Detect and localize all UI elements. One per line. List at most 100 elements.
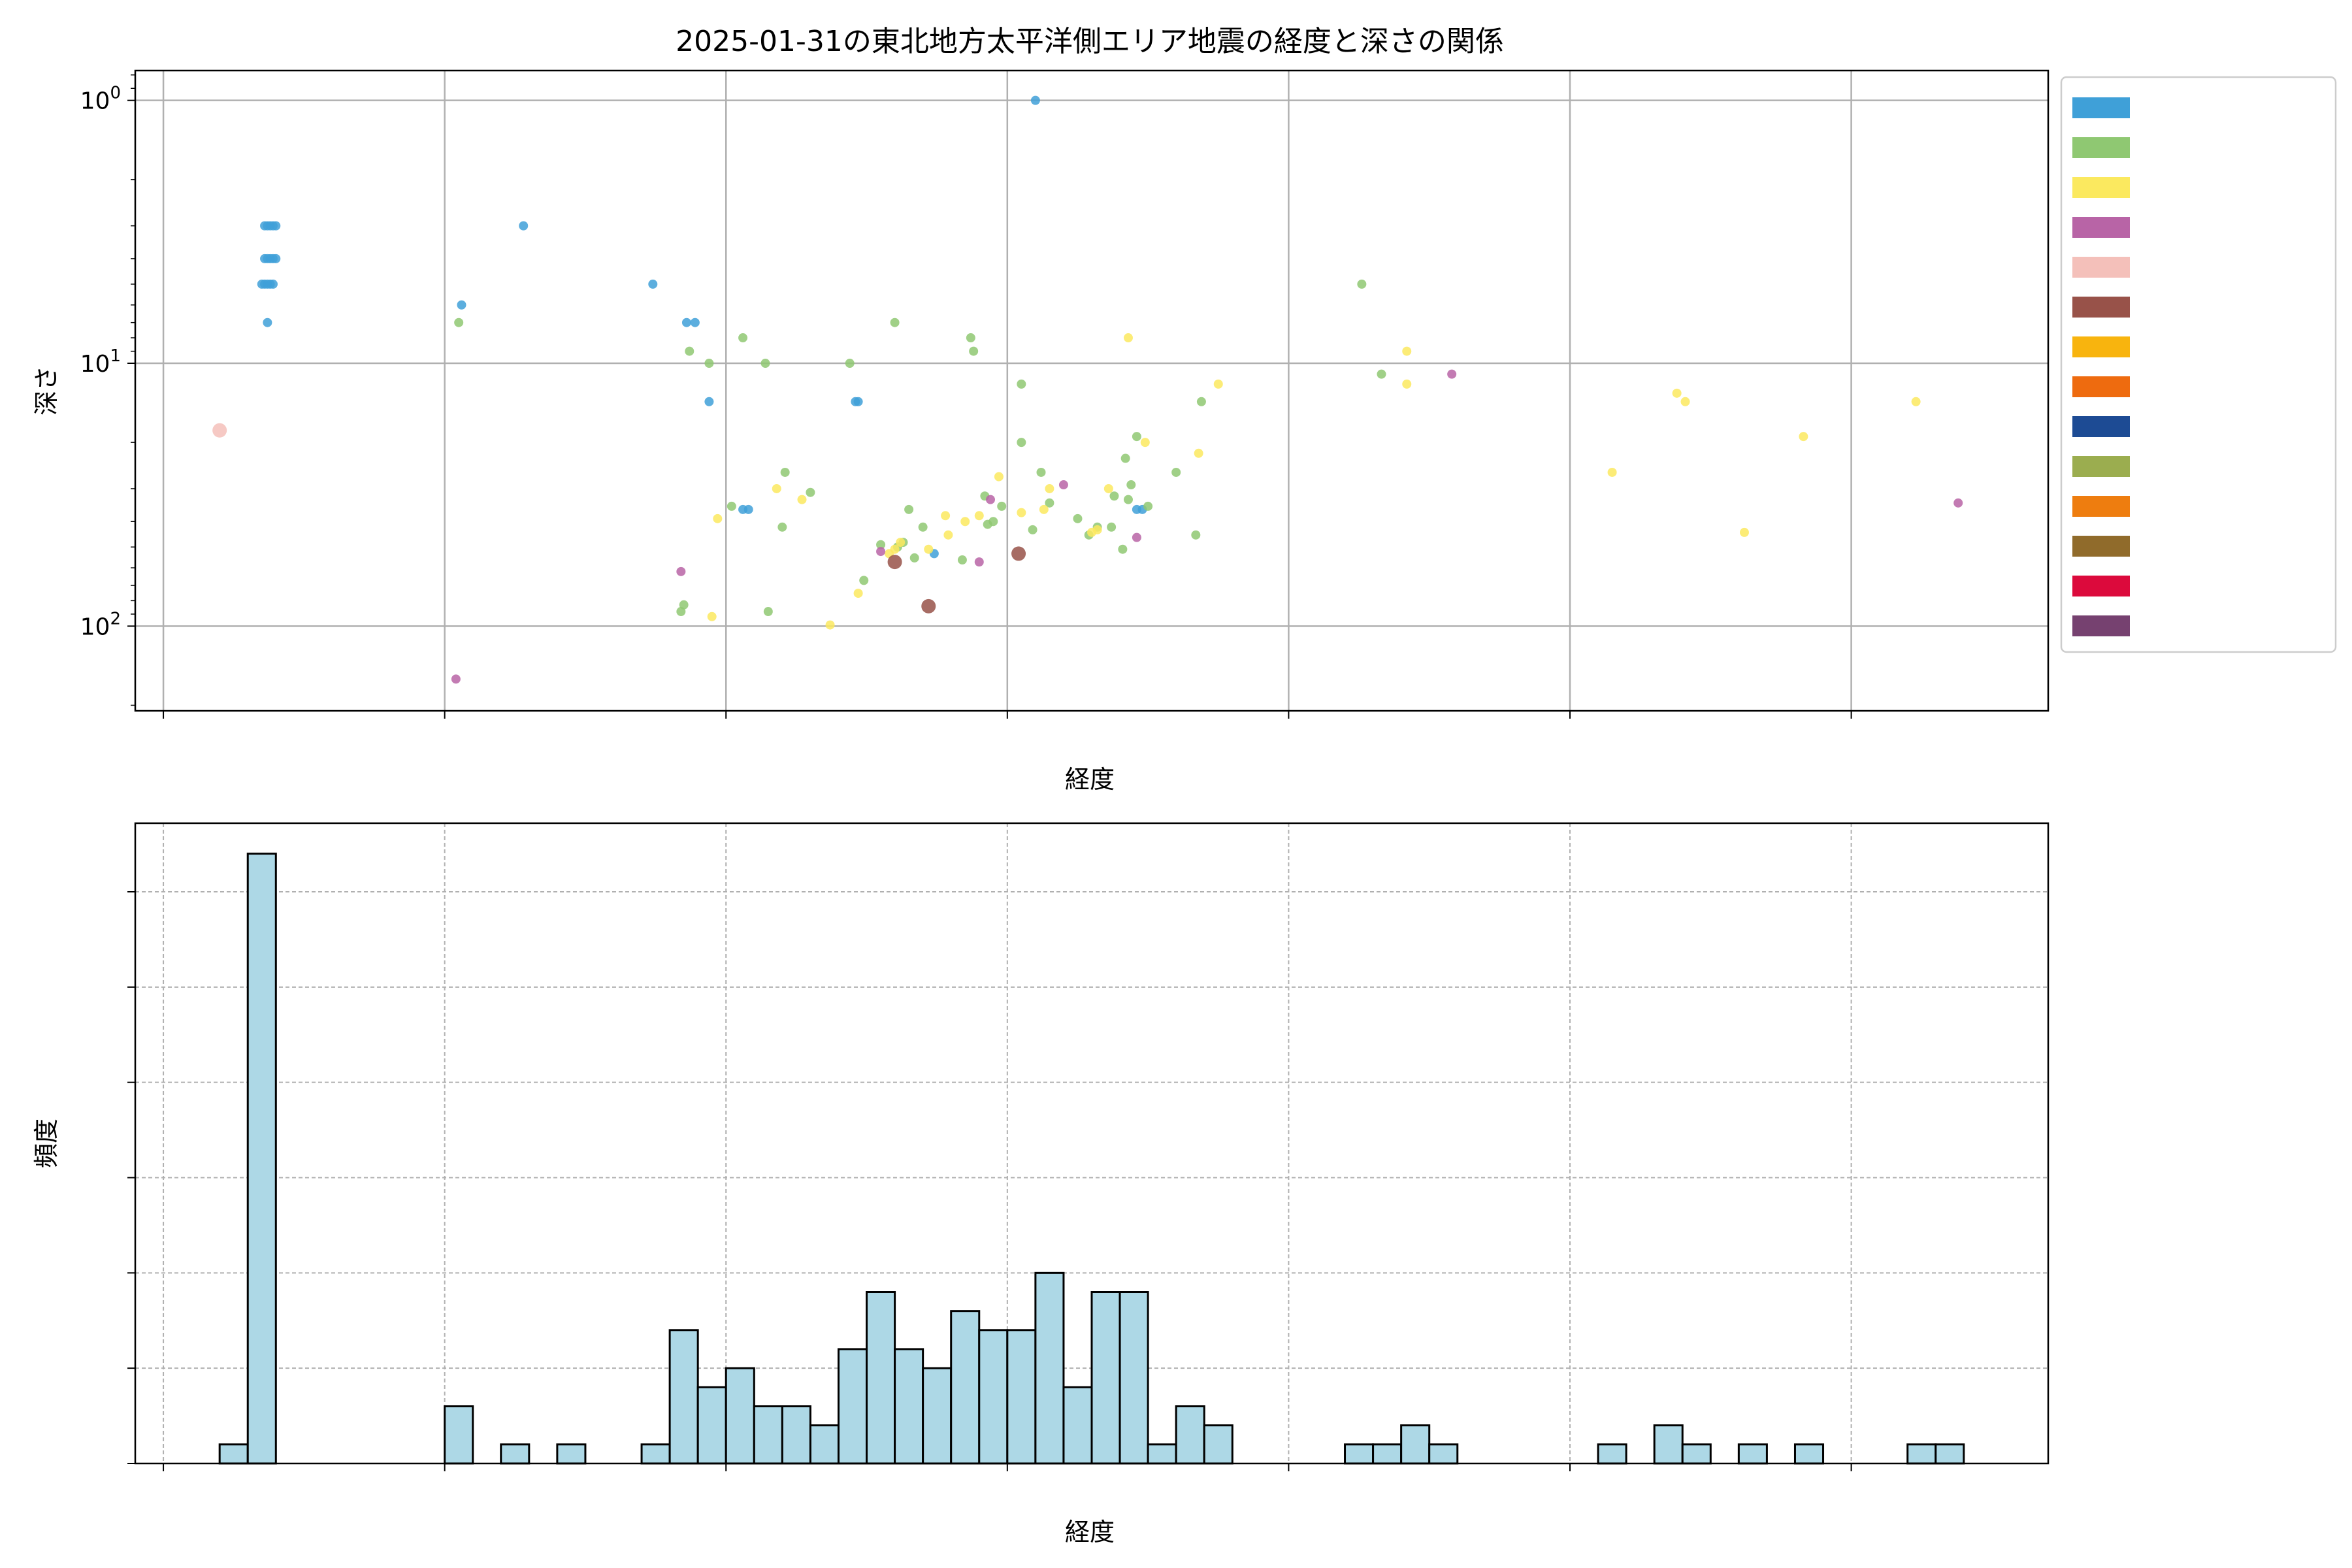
- scatter-point: [271, 253, 281, 263]
- histogram-bar: [1597, 1443, 1627, 1465]
- scatter-point: [1143, 501, 1153, 511]
- legend-frame: [2060, 76, 2337, 653]
- scatter-point: [772, 483, 781, 493]
- histogram-bar: [1344, 1443, 1375, 1465]
- scatter-point: [1191, 530, 1201, 540]
- scatter-point: [271, 221, 281, 231]
- histogram-bar: [1400, 1424, 1431, 1465]
- scatter-point: [707, 612, 717, 621]
- scatter-point: [1123, 333, 1133, 343]
- scatter-point: [1045, 483, 1054, 493]
- histogram-bar: [1203, 1424, 1233, 1465]
- histogram-bar: [1006, 1329, 1037, 1465]
- scatter-grid: [135, 71, 2048, 711]
- scatter-points: [212, 95, 1963, 684]
- histogram-bar: [1090, 1291, 1121, 1465]
- scatter-point: [1171, 467, 1181, 477]
- scatter-y-tick-label: 102: [80, 609, 121, 640]
- histogram-bar: [1428, 1443, 1459, 1465]
- legend-swatch: [2072, 257, 2130, 278]
- scatter-chart: 2025-01-31の東北地方太平洋側エリア地震の経度と深さの関係 100101…: [32, 25, 2337, 794]
- scatter-point: [1017, 379, 1026, 389]
- legend-swatch: [2072, 97, 2130, 118]
- legend-swatch: [2072, 576, 2130, 596]
- histogram-chart: 経度 頻度: [32, 822, 2050, 1546]
- legend: [2060, 76, 2337, 653]
- scatter-point: [1911, 397, 1921, 406]
- scatter-point: [690, 318, 700, 327]
- scatter-point: [457, 300, 466, 310]
- scatter-point: [777, 522, 787, 532]
- histogram-bar: [1737, 1443, 1768, 1465]
- scatter-point: [454, 318, 464, 327]
- chart-title: 2025-01-31の東北地方太平洋側エリア地震の経度と深さの関係: [676, 25, 1504, 58]
- legend-swatch: [2072, 177, 2130, 198]
- scatter-point: [519, 221, 529, 231]
- histogram-bar: [556, 1443, 587, 1465]
- histogram-plot-frame: [134, 822, 2050, 1465]
- scatter-x-ticks: [163, 711, 1852, 719]
- scatter-point: [997, 501, 1007, 511]
- scatter-point: [763, 607, 773, 617]
- scatter-point: [1017, 438, 1026, 448]
- scatter-point: [1132, 532, 1141, 542]
- histogram-bar: [668, 1329, 699, 1465]
- legend-swatch: [2072, 297, 2130, 318]
- scatter-point: [1011, 546, 1026, 561]
- scatter-point: [1196, 397, 1206, 406]
- histogram-x-axis-label: 経度: [1065, 1518, 1115, 1546]
- scatter-point: [924, 544, 934, 554]
- legend-swatch: [2072, 456, 2130, 477]
- scatter-point: [876, 540, 886, 549]
- scatter-point: [1028, 525, 1037, 534]
- scatter-point: [1039, 504, 1049, 514]
- scatter-point: [1672, 388, 1682, 398]
- legend-swatch: [2072, 615, 2130, 636]
- scatter-point: [825, 620, 835, 630]
- scatter-point: [1739, 527, 1749, 537]
- scatter-point: [1447, 369, 1457, 379]
- histogram-bar: [246, 853, 277, 1465]
- scatter-plot-frame: [134, 69, 2050, 712]
- scatter-point: [845, 359, 855, 368]
- scatter-point: [797, 495, 807, 504]
- histogram-x-ticks: [163, 1463, 1852, 1471]
- histogram-bar: [1119, 1291, 1149, 1465]
- histogram-y-axis-label: 頻度: [32, 1119, 61, 1168]
- scatter-y-tick-base: 10: [80, 88, 110, 115]
- scatter-point: [1799, 432, 1808, 442]
- scatter-point: [727, 501, 736, 511]
- legend-swatch: [2072, 496, 2130, 517]
- histogram-bar: [894, 1348, 924, 1465]
- histogram-bar: [978, 1329, 1009, 1465]
- histogram-bar: [696, 1386, 727, 1465]
- histogram-bar: [950, 1310, 981, 1465]
- scatter-point: [1126, 480, 1136, 490]
- scatter-point: [263, 318, 272, 327]
- scatter-x-axis-label: 経度: [1065, 765, 1115, 794]
- scatter-point: [1377, 369, 1386, 379]
- histogram-bar: [1681, 1443, 1712, 1465]
- histogram-bar: [1653, 1424, 1684, 1465]
- scatter-point: [704, 397, 714, 406]
- scatter-point: [743, 504, 753, 514]
- histogram-bar: [837, 1348, 868, 1465]
- scatter-point: [887, 555, 902, 570]
- scatter-point: [859, 576, 869, 585]
- scatter-point: [1036, 467, 1046, 477]
- legend-swatch: [2072, 416, 2130, 437]
- histogram-bar: [922, 1367, 953, 1465]
- scatter-point: [1107, 522, 1117, 532]
- scatter-y-tick-base: 10: [80, 613, 110, 640]
- scatter-y-tick-exponent: 0: [110, 84, 121, 103]
- scatter-point: [853, 397, 863, 406]
- scatter-point: [1357, 279, 1367, 289]
- legend-swatch: [2072, 336, 2130, 357]
- scatter-point: [1123, 495, 1133, 504]
- histogram-bar: [1372, 1443, 1403, 1465]
- histogram-bar: [1034, 1271, 1065, 1465]
- scatter-point: [969, 346, 979, 356]
- scatter-point: [738, 333, 748, 343]
